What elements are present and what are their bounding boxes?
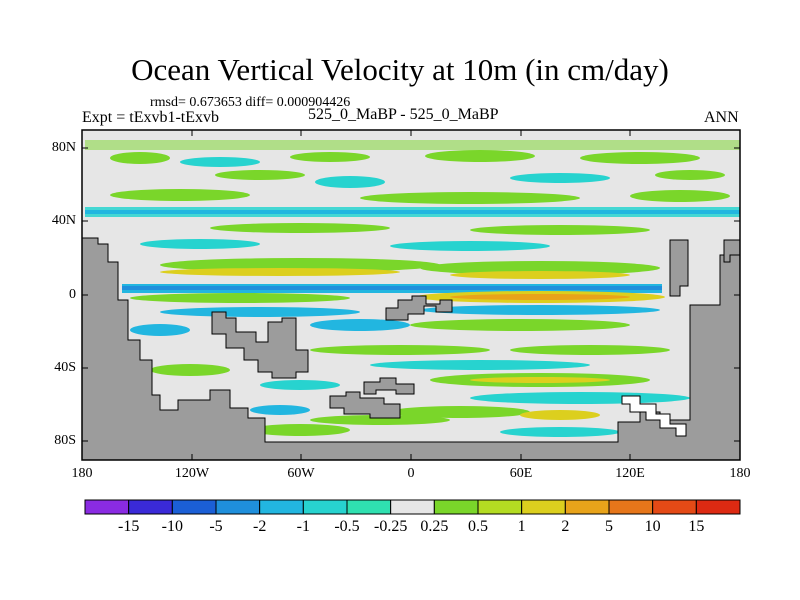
colorbar-label: -10 [161, 518, 183, 535]
period-label: 525_0_MaBP - 525_0_MaBP [308, 106, 499, 123]
season-label: ANN [704, 109, 739, 126]
colorbar-swatch [652, 499, 697, 515]
colorbar [84, 499, 741, 515]
colorbar-swatch [215, 499, 261, 515]
lon-label-0: 0 [407, 466, 415, 481]
lon-label-180w: 180 [71, 466, 93, 481]
lon-label-60e: 60E [509, 466, 533, 481]
colorbar-label: 2 [561, 518, 570, 535]
colorbar-label: 10 [644, 518, 661, 535]
colorbar-swatch [302, 499, 348, 515]
colorbar-label: -5 [209, 518, 223, 535]
land-masses [81, 237, 741, 461]
lat-label-40s: 40S [54, 360, 76, 375]
colorbar-label: 0.5 [468, 518, 488, 535]
colorbar-swatch [608, 499, 654, 515]
lon-label-120w: 120W [174, 466, 210, 481]
colorbar-label: 0.25 [420, 518, 449, 535]
colorbar-label: 15 [688, 518, 705, 535]
axis-ticks [82, 130, 740, 460]
colorbar-label: -15 [117, 518, 140, 535]
coast-detail [621, 395, 687, 437]
colorbar-swatch [128, 499, 173, 515]
colorbar-swatch [521, 499, 566, 515]
lon-label-120e: 120E [615, 466, 645, 481]
lat-label-40n: 40N [51, 213, 76, 228]
colorbar-label: -2 [252, 518, 267, 535]
colorbar-swatch [259, 499, 304, 515]
lat-label-80s: 80S [54, 433, 76, 448]
colorbar-swatch [171, 499, 217, 515]
colorbar-swatch [433, 499, 479, 515]
colorbar-label: 1 [517, 518, 526, 535]
stats-line: rmsd= 0.673653 diff= 0.000904426 [150, 95, 351, 110]
colorbar-label: 5 [605, 518, 613, 535]
colorbar-swatch [695, 499, 741, 515]
lat-label-0: 0 [69, 287, 76, 302]
plot-title: Ocean Vertical Velocity at 10m (in cm/da… [131, 52, 669, 87]
velocity-field [85, 140, 740, 437]
experiment-label: Expt = tExvb1-tExvb [82, 109, 220, 126]
lat-label-80n: 80N [51, 140, 76, 155]
colorbar-label: -0.5 [334, 518, 360, 535]
colorbar-swatch [84, 499, 130, 515]
colorbar-label: -0.25 [373, 518, 408, 535]
colorbar-swatch [477, 499, 523, 515]
lon-label-180e: 180 [729, 466, 751, 481]
colorbar-swatch [390, 499, 435, 515]
lon-label-60w: 60W [287, 466, 315, 481]
colorbar-label: -1 [296, 518, 310, 535]
colorbar-swatch [564, 499, 610, 515]
colorbar-swatch [346, 499, 392, 515]
